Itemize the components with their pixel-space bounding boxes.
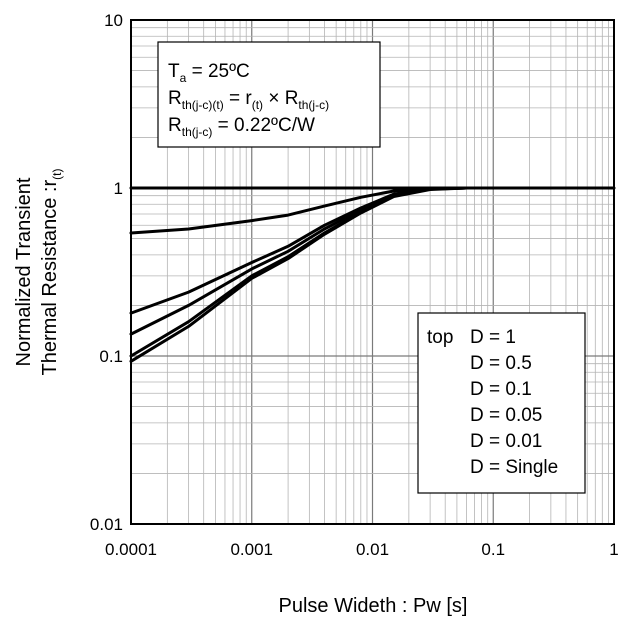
legend-entry: D = 0.1	[470, 379, 532, 400]
x-axis-title: Pulse Wideth : Pw [s]	[279, 595, 468, 617]
y-tick-label: 0.1	[99, 347, 123, 366]
x-tick-label: 1	[609, 540, 618, 559]
plot-frame	[130, 19, 615, 525]
series-line-3	[129, 186, 495, 315]
condition-rjc: Rth(j-c) = 0.22ºC/W	[168, 115, 315, 139]
legend-entry: D = 0.05	[470, 405, 542, 426]
x-tick-label: 0.1	[481, 540, 505, 559]
condition-ta: Ta = 25ºC	[168, 61, 250, 85]
x-tick-label: 0.01	[356, 540, 389, 559]
legend-box: top D = 1D = 0.5D = 0.1D = 0.05D = 0.01D…	[417, 312, 586, 494]
y-tick-label: 10	[104, 11, 123, 30]
legend-entry: D = 0.01	[470, 431, 542, 452]
y-tick-label: 1	[114, 179, 123, 198]
series-layer	[129, 186, 616, 363]
legend-prefix: top	[427, 327, 453, 348]
y-axis-title-line2: Thermal Resistance :r(t)	[39, 169, 64, 376]
legend-entry: D = 0.5	[470, 353, 532, 374]
y-tick-label: 0.01	[90, 515, 123, 534]
tick-labels: 0.0001 0.001 0.01 0.1 1 0.01 0.1 1 10	[90, 11, 619, 559]
conditions-box: Ta = 25ºC Rth(j-c)(t) = r(t) × Rth(j-c) …	[157, 41, 381, 148]
series-line-6	[129, 186, 495, 363]
legend-entries: D = 1 D = 0.5 D = 0.1 D = 0.05 D = 0.01 D = S…	[470, 327, 558, 478]
x-tick-label: 0.001	[230, 540, 273, 559]
legend-entry: D = Single	[470, 457, 558, 478]
y-axis-title-line1: Normalized Transient	[13, 177, 35, 366]
x-tick-label: 0.0001	[105, 540, 157, 559]
y-axis-title: Normalized Transient Thermal Resistance …	[13, 169, 64, 376]
series-line-2	[129, 186, 495, 235]
legend-entry: D = 1	[470, 327, 516, 348]
condition-rth-formula: Rth(j-c)(t) = r(t) × Rth(j-c)	[168, 88, 329, 112]
